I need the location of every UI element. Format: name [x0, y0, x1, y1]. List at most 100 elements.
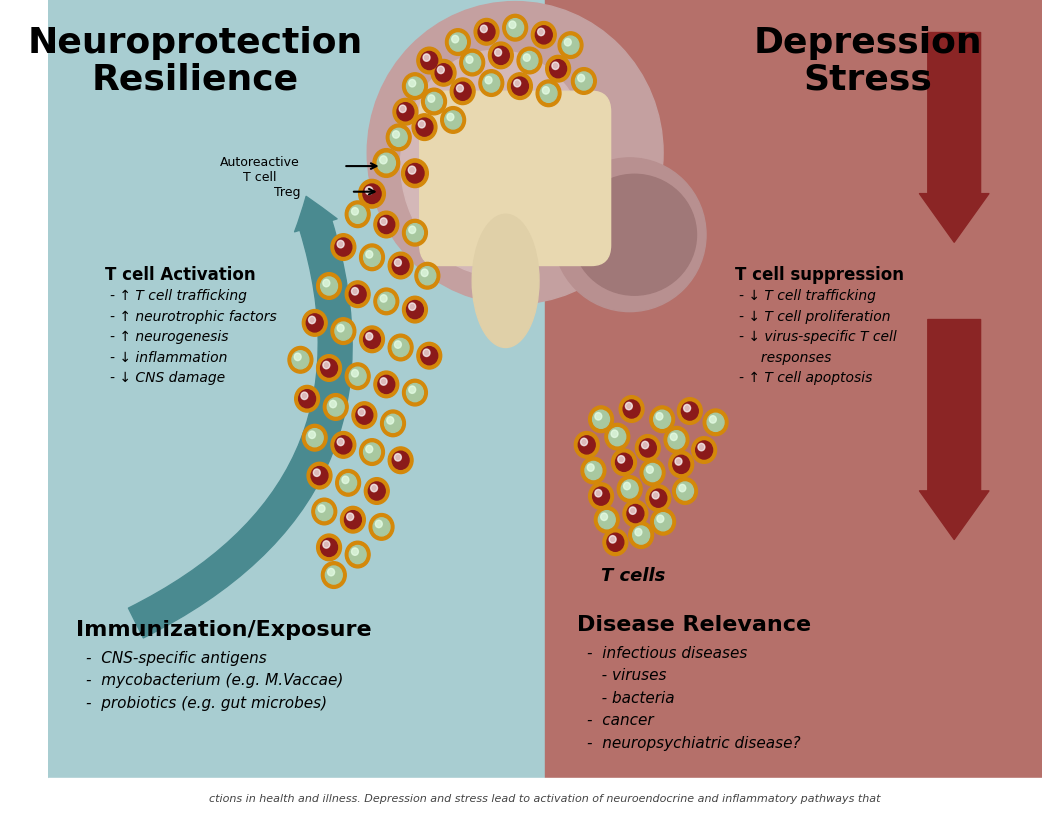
Circle shape: [406, 224, 423, 242]
Circle shape: [312, 467, 328, 485]
Circle shape: [644, 464, 661, 482]
Circle shape: [288, 347, 313, 373]
Circle shape: [393, 99, 418, 126]
Ellipse shape: [472, 215, 539, 348]
Circle shape: [619, 396, 644, 423]
Circle shape: [349, 545, 366, 564]
Text: Neuroprotection
Resilience: Neuroprotection Resilience: [28, 25, 363, 96]
Circle shape: [392, 451, 410, 470]
Circle shape: [703, 410, 728, 436]
Circle shape: [378, 293, 395, 311]
Circle shape: [359, 327, 384, 353]
Circle shape: [595, 490, 602, 497]
Circle shape: [380, 219, 387, 226]
Circle shape: [517, 48, 542, 75]
Text: - ↑ neurotrophic factors: - ↑ neurotrophic factors: [109, 309, 276, 324]
Circle shape: [422, 89, 446, 115]
Circle shape: [673, 455, 690, 474]
Circle shape: [374, 288, 399, 315]
Circle shape: [378, 376, 395, 394]
Circle shape: [681, 402, 698, 421]
Circle shape: [366, 333, 373, 341]
Circle shape: [415, 263, 440, 290]
Text: -  neuropsychiatric disease?: - neuropsychiatric disease?: [587, 735, 800, 750]
Circle shape: [627, 505, 644, 523]
Circle shape: [668, 431, 685, 450]
Circle shape: [323, 280, 330, 287]
Circle shape: [406, 78, 423, 96]
Circle shape: [588, 464, 594, 472]
Circle shape: [408, 167, 416, 175]
Circle shape: [302, 310, 327, 337]
Circle shape: [408, 387, 416, 394]
Circle shape: [449, 34, 467, 52]
Circle shape: [408, 304, 416, 311]
Circle shape: [418, 121, 425, 129]
Circle shape: [345, 511, 362, 529]
Circle shape: [441, 107, 466, 134]
Circle shape: [421, 52, 438, 70]
Text: -  infectious diseases: - infectious diseases: [587, 645, 747, 660]
Circle shape: [341, 507, 366, 533]
Circle shape: [317, 534, 342, 561]
Circle shape: [380, 378, 387, 386]
Circle shape: [456, 85, 464, 93]
Circle shape: [603, 529, 627, 556]
Circle shape: [325, 566, 342, 585]
Circle shape: [611, 431, 618, 438]
Circle shape: [589, 483, 614, 509]
Circle shape: [408, 227, 416, 234]
Circle shape: [412, 115, 437, 142]
Circle shape: [478, 24, 495, 42]
Circle shape: [334, 437, 352, 455]
Circle shape: [421, 347, 438, 365]
Circle shape: [393, 132, 399, 139]
Circle shape: [489, 43, 514, 70]
Bar: [48, 778, 1042, 819]
Circle shape: [338, 439, 344, 446]
Text: -  probiotics (e.g. gut microbes): - probiotics (e.g. gut microbes): [85, 695, 327, 710]
Circle shape: [562, 37, 579, 55]
Circle shape: [392, 257, 410, 275]
Circle shape: [580, 439, 588, 446]
Circle shape: [351, 370, 358, 378]
Circle shape: [508, 22, 516, 29]
Circle shape: [323, 394, 348, 421]
Circle shape: [402, 220, 427, 247]
Circle shape: [294, 354, 301, 361]
Circle shape: [321, 562, 346, 589]
Circle shape: [342, 477, 349, 484]
Circle shape: [565, 39, 571, 47]
Circle shape: [425, 93, 443, 111]
Circle shape: [327, 568, 334, 576]
Circle shape: [389, 447, 413, 474]
Circle shape: [480, 26, 488, 34]
Circle shape: [677, 398, 702, 425]
Circle shape: [358, 409, 365, 416]
Circle shape: [514, 80, 521, 88]
Circle shape: [559, 33, 582, 60]
Circle shape: [594, 507, 619, 533]
Text: -  mycobacterium (e.g. M.Vaccae): - mycobacterium (e.g. M.Vaccae): [85, 672, 343, 688]
Circle shape: [678, 485, 686, 492]
Circle shape: [604, 424, 629, 450]
Ellipse shape: [572, 175, 696, 296]
Circle shape: [359, 439, 384, 466]
Circle shape: [623, 482, 630, 490]
Circle shape: [450, 79, 475, 106]
Text: - ↓ inflammation: - ↓ inflammation: [109, 351, 227, 364]
Circle shape: [486, 77, 492, 84]
Circle shape: [521, 52, 538, 70]
Circle shape: [428, 96, 435, 103]
Circle shape: [446, 29, 470, 57]
Circle shape: [402, 296, 427, 324]
Circle shape: [295, 386, 320, 413]
Circle shape: [306, 314, 323, 333]
Circle shape: [623, 400, 640, 419]
Circle shape: [423, 350, 430, 357]
Circle shape: [416, 119, 432, 137]
Circle shape: [585, 462, 602, 480]
Circle shape: [653, 410, 671, 429]
Circle shape: [366, 446, 373, 453]
Circle shape: [392, 339, 410, 357]
